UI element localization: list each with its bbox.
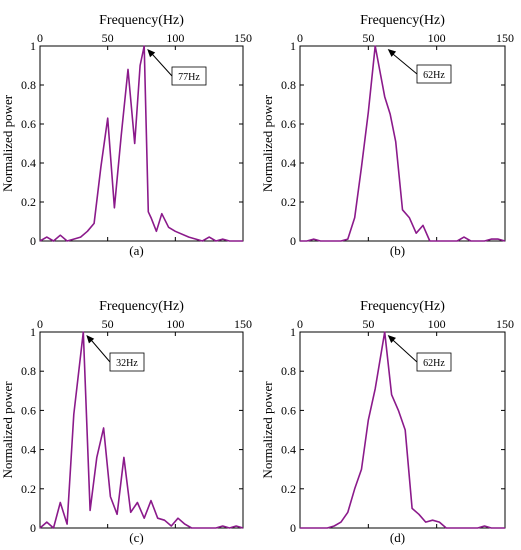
panel-caption: (d)	[390, 530, 405, 545]
x-tick-label: 150	[496, 317, 514, 331]
annotation-box	[109, 352, 145, 372]
annotation-box	[416, 64, 452, 84]
annotation-arrowhead	[387, 49, 397, 57]
x-tick-label: 100	[428, 31, 446, 45]
x-axis-title: Frequency(Hz)	[360, 13, 445, 28]
annotation-label: 62Hz	[423, 70, 445, 81]
y-axis-title: Normalized power	[260, 94, 275, 192]
y-tick-label: 0.4	[281, 156, 296, 170]
y-tick-label: 0.2	[281, 482, 296, 496]
y-tick-label: 1	[290, 39, 296, 53]
x-tick-label: 50	[102, 31, 114, 45]
chart-panel-a: 0 50 100 150 0 0.2 0.4 0.6 0.8 1 Frequency(Hz) Norm…	[0, 13, 252, 258]
y-tick-label: 1	[30, 39, 36, 53]
x-tick-label: 0	[37, 31, 43, 45]
plot-frame	[39, 45, 244, 242]
panel-caption: (b)	[390, 243, 405, 258]
y-tick-label: 0.8	[281, 364, 296, 378]
annotation-label: 77Hz	[178, 72, 200, 83]
x-axis-title: Frequency(Hz)	[360, 299, 445, 314]
annotation-box	[171, 66, 207, 86]
y-tick-label: 0.2	[281, 195, 296, 209]
series-line	[39, 45, 243, 242]
y-tick-label: 0.6	[281, 403, 296, 417]
x-tick-label: 0	[297, 317, 303, 331]
x-axis-title: Frequency(Hz)	[99, 13, 184, 28]
plot-frame	[39, 331, 244, 529]
y-axis-title: Normalized power	[0, 381, 15, 479]
series-line	[300, 45, 506, 242]
y-axis-title: Normalized power	[260, 381, 275, 479]
y-tick-label: 1	[30, 325, 36, 339]
y-tick-label: 0.6	[21, 117, 36, 131]
y-axis-title: Normalized power	[0, 94, 15, 192]
y-tick-label: 0	[290, 521, 296, 535]
y-tick-label: 0.2	[21, 482, 36, 496]
series-line	[300, 331, 505, 529]
y-tick-label: 0.8	[21, 78, 36, 92]
x-tick-label: 50	[102, 317, 114, 331]
x-tick-label: 150	[234, 31, 252, 45]
panel-caption: (a)	[129, 243, 143, 258]
annotation-box	[416, 352, 452, 372]
plot-frame	[299, 331, 506, 529]
panel-caption: (c)	[129, 530, 143, 545]
annotation-arrowhead	[147, 49, 156, 58]
y-tick-label: 0.4	[21, 443, 36, 457]
y-tick-label: 0.2	[21, 195, 36, 209]
y-tick-label: 0	[30, 234, 36, 248]
annotation-label: 32Hz	[116, 358, 138, 369]
chart-panel-c: 0 50 100 150 0 0.2 0.4 0.6 0.8 1 Frequency(Hz) Norm…	[0, 299, 252, 545]
y-tick-label: 0.6	[281, 117, 296, 131]
x-tick-label: 0	[297, 31, 303, 45]
y-tick-label: 0.4	[281, 443, 296, 457]
x-tick-label: 0	[37, 317, 43, 331]
series-line	[39, 331, 244, 529]
x-tick-label: 150	[496, 31, 514, 45]
x-axis-title: Frequency(Hz)	[99, 299, 184, 314]
x-tick-label: 100	[166, 317, 184, 331]
y-tick-label: 0.4	[21, 156, 36, 170]
chart-panel-d: 0 50 100 150 0 0.2 0.4 0.6 0.8 1 Frequency(Hz) Norm…	[260, 299, 514, 545]
annotation-label: 62Hz	[423, 358, 445, 369]
x-tick-label: 50	[362, 317, 374, 331]
x-tick-label: 100	[166, 31, 184, 45]
y-tick-label: 1	[290, 325, 296, 339]
x-tick-label: 150	[234, 317, 252, 331]
y-tick-label: 0.6	[21, 403, 36, 417]
annotation-arrow-line	[391, 338, 418, 363]
y-tick-label: 0	[30, 521, 36, 535]
annotation-arrow-line	[89, 338, 111, 363]
y-tick-label: 0.8	[21, 364, 36, 378]
plot-frame	[299, 45, 506, 242]
y-tick-label: 0.8	[281, 78, 296, 92]
annotation-arrow-line	[150, 52, 173, 77]
annotation-arrow-line	[391, 52, 418, 75]
annotation-arrowhead	[86, 335, 95, 344]
x-tick-label: 100	[428, 317, 446, 331]
chart-panel-b: 0 50 100 150 0 0.2 0.4 0.6 0.8 1 Frequency(Hz) Norm…	[260, 13, 514, 258]
x-tick-label: 50	[362, 31, 374, 45]
y-tick-label: 0	[290, 234, 296, 248]
annotation-arrowhead	[387, 335, 396, 343]
